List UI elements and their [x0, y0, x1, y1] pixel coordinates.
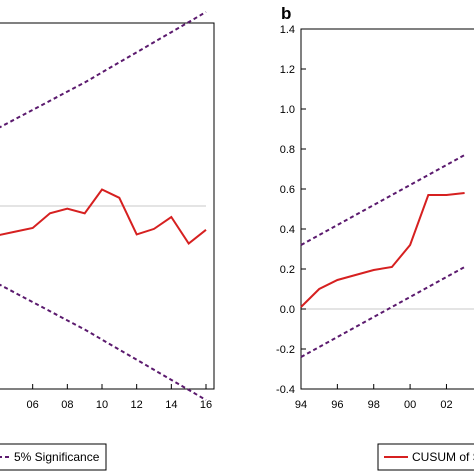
x-tick-label: 94 — [295, 399, 307, 411]
x-tick-label: 14 — [165, 399, 177, 411]
x-tick-label: 98 — [368, 399, 380, 411]
y-tick-label: -0.2 — [276, 344, 295, 356]
x-tick-label: 02 — [440, 399, 452, 411]
panel-a-chart: 06 08 10 12 14 16 5% Significance — [0, 11, 215, 471]
y-tick-label: 1.0 — [280, 104, 295, 116]
panel-a-legend-label: 5% Significance — [14, 450, 100, 464]
panel-a-plot-frame — [0, 22, 215, 390]
y-tick-label: 0.4 — [280, 224, 295, 236]
y-tick-label: 0.2 — [280, 264, 295, 276]
panel-a-legend: 5% Significance — [0, 443, 107, 471]
panel-b-significance-bands — [300, 154, 466, 358]
x-tick-label: 08 — [61, 399, 73, 411]
panel-a-cusum-series — [0, 188, 207, 245]
x-tick-label: 16 — [200, 399, 212, 411]
panel-b-legend-label: CUSUM of S — [412, 450, 474, 464]
x-tick-label: 10 — [96, 399, 108, 411]
panel-b-chart: b 1.41.21.00.80.60.40.20.0-0.2-0.4 94 96 9… — [276, 4, 474, 471]
panel-a-significance-line-2 — [0, 283, 207, 401]
panel-b-y-axis-ticks: 1.4 1.2 1.0 0.8 0.6 0.4 0.2 0.0 -0.2 -0.4 — [276, 24, 306, 396]
panel-b-cusum-series — [300, 192, 465, 308]
panel-b-legend: CUSUM of S — [377, 443, 474, 471]
y-tick-label: 1.4 — [280, 24, 295, 36]
x-tick-label: 12 — [131, 399, 143, 411]
x-tick-label: 96 — [331, 399, 343, 411]
panel-a-legend-box — [0, 443, 107, 471]
y-tick-label: 0.8 — [280, 144, 295, 156]
panel-b-letter: b — [281, 4, 291, 23]
panel-b-x-axis-ticks: 94 96 98 00 02 — [295, 384, 453, 411]
y-tick-label: 1.2 — [280, 64, 295, 76]
panel-b-significance-line-2 — [300, 266, 466, 358]
panel-a-cusum-line — [0, 188, 207, 245]
y-tick-label: -0.4 — [276, 384, 295, 396]
panel-b-cusum-line — [300, 192, 465, 308]
x-tick-label: 00 — [404, 399, 416, 411]
panel-b-plot-frame — [300, 28, 474, 390]
y-tick-label: 0.6 — [280, 184, 295, 196]
y-tick-label: 0.0 — [280, 304, 295, 316]
panel-a-x-axis-ticks: 06 08 10 12 14 16 — [27, 384, 212, 411]
panel-a-significance-bands — [0, 11, 207, 401]
x-tick-label: 06 — [27, 399, 39, 411]
panel-b-significance-line-1 — [300, 154, 466, 246]
panel-a-significance-line-1 — [0, 11, 207, 129]
